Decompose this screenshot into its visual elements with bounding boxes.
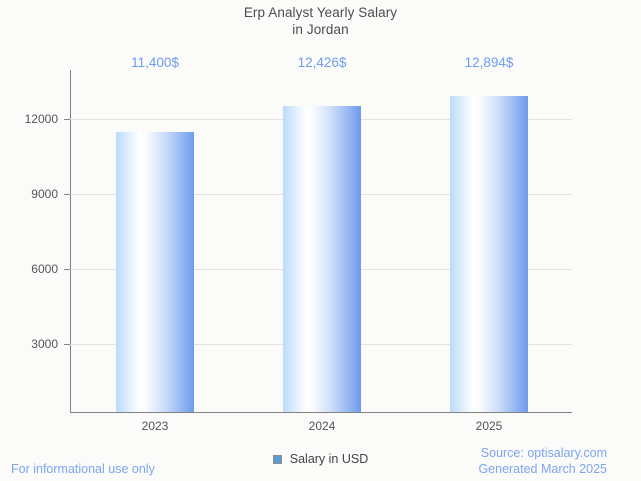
x-axis-label-2023: 2023 bbox=[141, 419, 169, 433]
chart-title-line-1: Erp Analyst Yearly Salary bbox=[243, 5, 398, 20]
y-axis-tick-mark bbox=[64, 344, 70, 345]
data-label-2023: 11,400$ bbox=[131, 55, 179, 70]
chart-title: Erp Analyst Yearly Salary in Jordan bbox=[0, 4, 641, 38]
y-axis-tick-mark bbox=[64, 194, 70, 195]
x-axis-label-2024: 2024 bbox=[308, 419, 336, 433]
y-axis-labels: 12000 9000 6000 3000 bbox=[0, 70, 58, 413]
source-block: Source: optisalary.com Generated March 2… bbox=[478, 446, 607, 477]
data-label-2024: 12,426$ bbox=[297, 55, 347, 70]
y-axis-tick-mark bbox=[64, 269, 70, 270]
legend-item-label[interactable]: Salary in USD bbox=[289, 452, 369, 466]
y-axis-tick-mark bbox=[64, 119, 70, 120]
source-text: Source: optisalary.com bbox=[480, 446, 607, 460]
chart-legend: Salary in USD bbox=[0, 452, 641, 466]
plot-area bbox=[64, 70, 572, 412]
y-axis-line bbox=[70, 70, 71, 413]
generated-date-text: Generated March 2025 bbox=[478, 461, 607, 476]
legend-marker-icon bbox=[272, 454, 282, 464]
data-label-2025: 12,894$ bbox=[464, 55, 514, 70]
y-axis-tick-label: 6000 bbox=[31, 262, 58, 276]
x-axis-line bbox=[70, 412, 572, 413]
x-axis-label-2025: 2025 bbox=[475, 419, 503, 433]
bar-2023[interactable] bbox=[116, 132, 194, 412]
y-axis-tick-label: 12000 bbox=[24, 112, 58, 126]
y-axis-tick-label: 9000 bbox=[31, 187, 58, 201]
disclaimer-text: For informational use only bbox=[11, 462, 155, 476]
bar-2025[interactable] bbox=[450, 96, 528, 412]
y-axis-tick-label: 3000 bbox=[31, 337, 58, 351]
chart-title-line-2: in Jordan bbox=[292, 22, 349, 37]
bar-2024[interactable] bbox=[283, 106, 361, 412]
